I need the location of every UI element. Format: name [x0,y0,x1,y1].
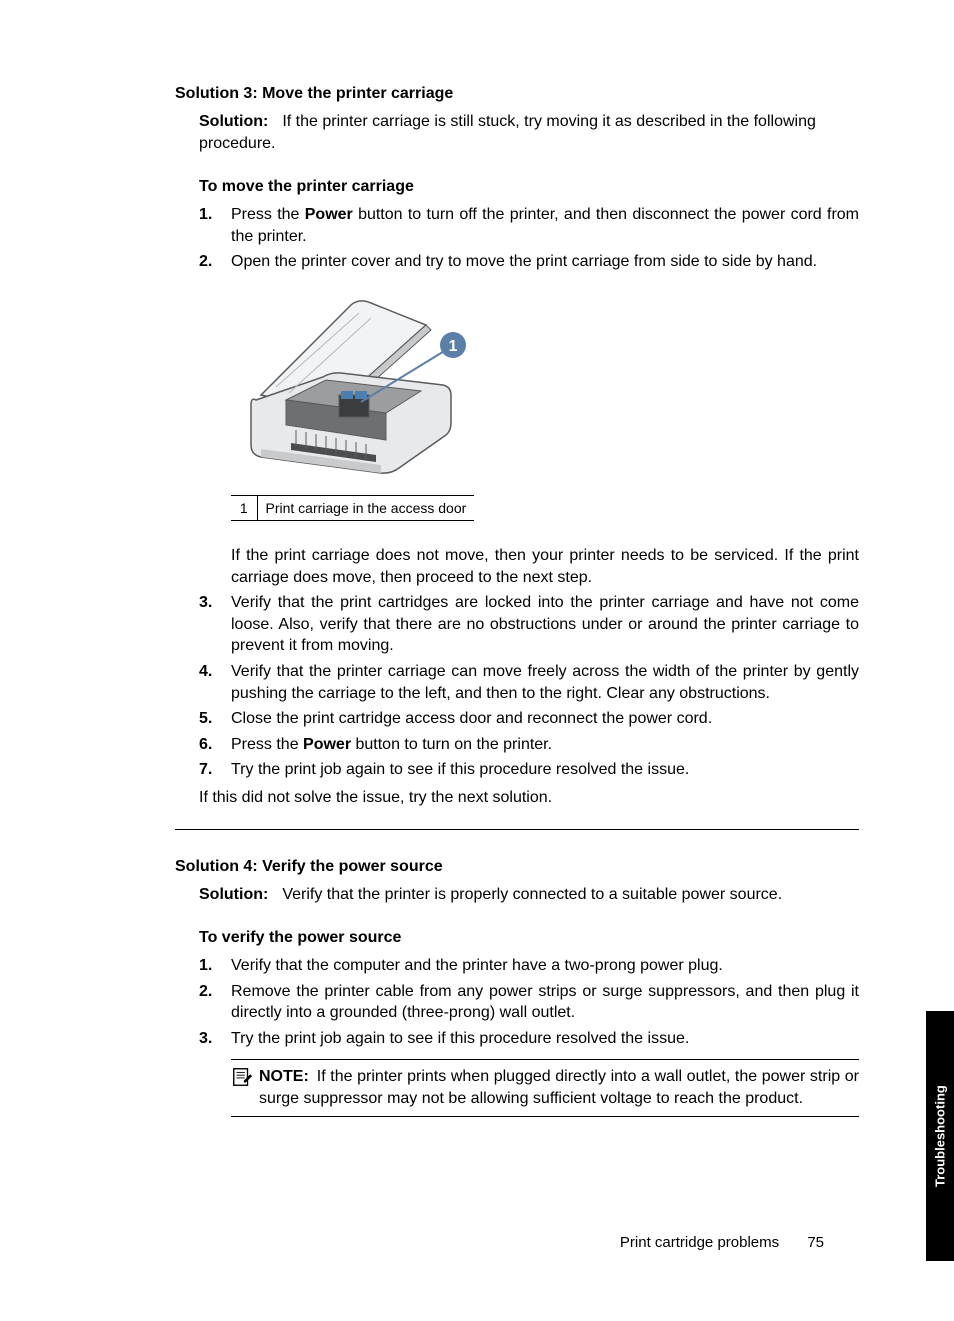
step-2: Open the printer cover and try to move t… [199,251,859,273]
solution-label: Solution: [199,886,268,903]
step-1: Press the Power button to turn off the p… [199,204,859,247]
page-footer: Print cartridge problems 75 [620,1234,824,1251]
solution3-steps-cont: Verify that the print cartridges are loc… [199,592,859,781]
side-tab: Troubleshooting [926,1011,954,1261]
step2-followup: If the print carriage does not move, the… [231,545,859,588]
step-7: Try the print job again to see if this p… [199,759,859,781]
note-text: If the printer prints when plugged direc… [259,1068,859,1107]
solution4-title: Solution 4: Verify the power source [175,858,859,876]
note-block: NOTE:If the printer prints when plugged … [231,1059,859,1116]
power-word: Power [303,736,351,753]
solution3-steps: Press the Power button to turn off the p… [199,204,859,273]
note-content: NOTE:If the printer prints when plugged … [259,1066,859,1109]
printer-diagram: 1 [231,295,859,485]
legend-text: Print carriage in the access door [257,495,474,520]
s4-step-1: Verify that the computer and the printer… [199,955,859,977]
power-word: Power [305,206,353,223]
note-icon [231,1066,253,1088]
solution3-text: Solution:If the printer carriage is stil… [199,111,859,154]
solution4-body: Verify that the printer is properly conn… [282,886,782,903]
solution4-subheading: To verify the power source [199,929,859,947]
step-3: Verify that the print cartridges are loc… [199,592,859,657]
solution3-body: If the printer carriage is still stuck, … [199,113,816,152]
solution3-subheading: To move the printer carriage [199,178,859,196]
legend-table: 1 Print carriage in the access door [231,495,474,521]
solution4-steps: Verify that the computer and the printer… [199,955,859,1049]
step-5: Close the print cartridge access door an… [199,708,859,730]
step-6: Press the Power button to turn on the pr… [199,734,859,756]
svg-text:1: 1 [449,338,458,355]
footer-section: Print cartridge problems [620,1234,779,1251]
solution4-text: Solution: Verify that the printer is prop… [199,884,859,906]
step-4: Verify that the printer carriage can mov… [199,661,859,704]
s4-step-2: Remove the printer cable from any power … [199,981,859,1024]
note-label: NOTE: [259,1068,309,1085]
s4-step-3: Try the print job again to see if this p… [199,1028,859,1050]
legend-num: 1 [231,495,257,520]
solution3-after: If this did not solve the issue, try the… [199,787,859,809]
footer-page: 75 [807,1234,824,1251]
solution-label: Solution: [199,113,268,130]
solution3-title: Solution 3: Move the printer carriage [175,85,859,103]
section-divider [175,829,859,830]
